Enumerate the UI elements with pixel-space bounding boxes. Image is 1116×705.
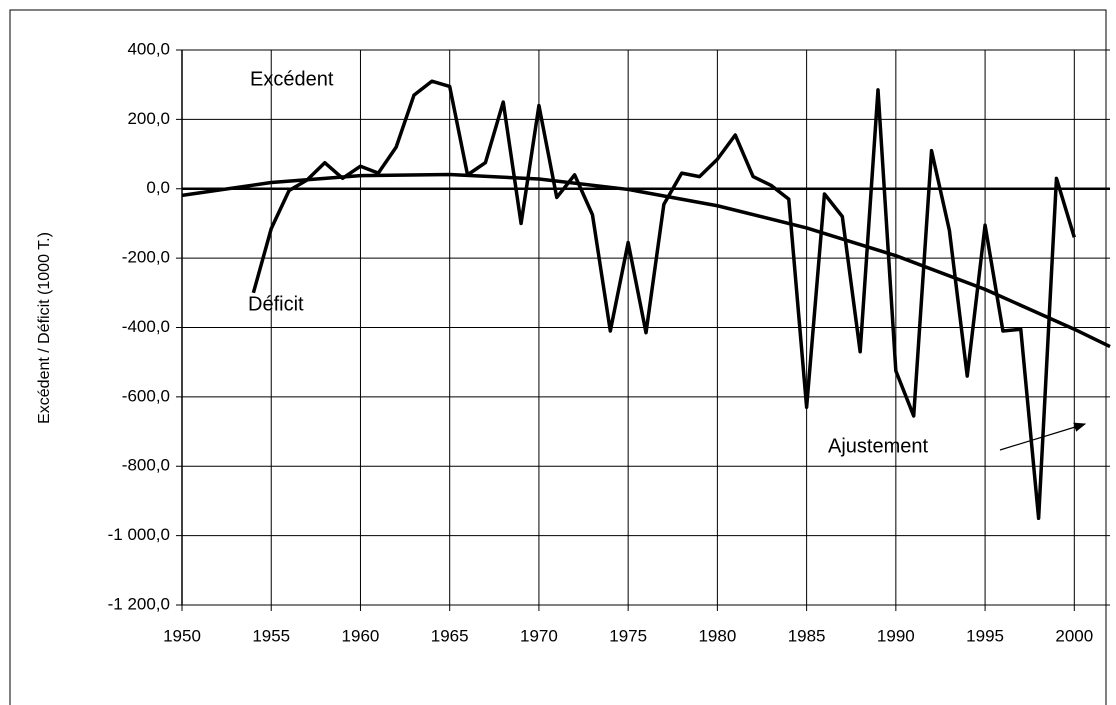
x-tick-label: 1985 — [788, 626, 826, 645]
data-line — [181, 172, 1111, 349]
x-tick-label: 1990 — [877, 626, 915, 645]
annotation: Excédent — [250, 68, 334, 90]
y-tick-label: -1 000,0 — [108, 525, 170, 544]
x-tick-label: 1950 — [163, 626, 201, 645]
y-tick-label: -400,0 — [122, 317, 170, 336]
data-line — [251, 79, 1076, 521]
y-axis-label: Excédent / Déficit (1000 T.) — [36, 232, 53, 424]
x-tick-label: 1955 — [252, 626, 290, 645]
x-tick-label: 1970 — [520, 626, 558, 645]
x-tick-label: 1980 — [698, 626, 736, 645]
x-tick-label: 1960 — [342, 626, 380, 645]
annotation: Ajustement — [828, 435, 928, 457]
y-tick-label: -1 200,0 — [108, 594, 170, 613]
y-tick-label: 200,0 — [127, 109, 170, 128]
annotation: Déficit — [248, 293, 304, 315]
x-tick-label: 2000 — [1055, 626, 1093, 645]
frame — [9, 9, 1107, 705]
y-tick-label: -200,0 — [122, 248, 170, 267]
x-tick-label: 1995 — [966, 626, 1004, 645]
y-tick-label: 0,0 — [146, 178, 170, 197]
x-tick-label: 1965 — [431, 626, 469, 645]
y-tick-label: 400,0 — [127, 39, 170, 58]
y-tick-label: -600,0 — [122, 386, 170, 405]
y-tick-label: -800,0 — [122, 456, 170, 475]
x-tick-label: 1975 — [609, 626, 647, 645]
